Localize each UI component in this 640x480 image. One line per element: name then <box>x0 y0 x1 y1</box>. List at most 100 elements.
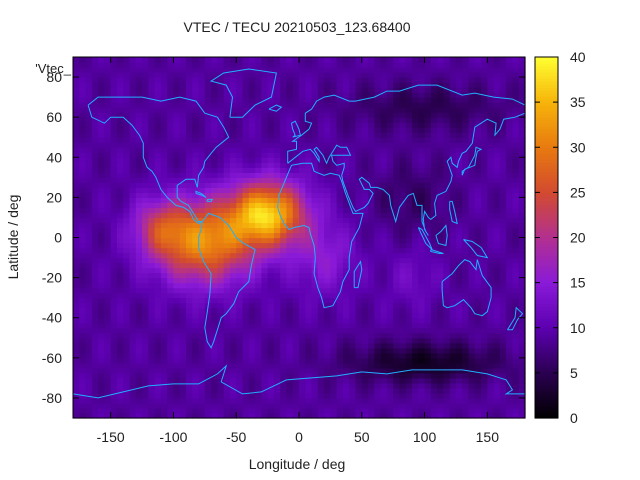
heatmap-cell <box>211 187 218 193</box>
heatmap-cell <box>229 162 237 168</box>
heatmap-cell <box>330 287 338 294</box>
heatmap-cell <box>512 242 520 249</box>
heatmap-cell <box>305 142 313 148</box>
heatmap-cell <box>499 312 507 319</box>
heatmap-cell <box>236 222 244 229</box>
heatmap-cell <box>380 87 388 93</box>
heatmap-cell <box>91 67 99 73</box>
heatmap-cell <box>487 282 495 289</box>
heatmap-cell <box>374 307 382 314</box>
heatmap-cell <box>474 362 482 369</box>
heatmap-cell <box>412 237 419 244</box>
heatmap-cell <box>386 297 394 304</box>
heatmap-cell <box>349 87 357 93</box>
heatmap-cell <box>342 402 350 409</box>
heatmap-cell <box>361 297 369 304</box>
heatmap-cell <box>229 387 237 394</box>
heatmap-cell <box>273 172 281 178</box>
heatmap-cell <box>255 317 262 324</box>
heatmap-cell <box>487 202 495 209</box>
heatmap-cell <box>374 287 382 294</box>
heatmap-cell <box>211 232 218 239</box>
heatmap-cell <box>449 97 457 103</box>
heatmap-cell <box>311 352 319 359</box>
heatmap-cell <box>455 227 463 234</box>
heatmap-cell <box>342 147 350 153</box>
heatmap-cell <box>405 152 413 158</box>
heatmap-cell <box>261 262 269 269</box>
heatmap-cell <box>418 352 426 359</box>
heatmap-cell <box>267 102 275 108</box>
heatmap-cell <box>474 197 482 203</box>
heatmap-cell <box>248 292 256 299</box>
heatmap-cell <box>368 102 375 108</box>
heatmap-cell <box>85 122 93 128</box>
heatmap-cell <box>418 177 426 183</box>
heatmap-cell <box>173 392 181 399</box>
heatmap-cell <box>462 157 470 163</box>
heatmap-cell <box>405 212 413 219</box>
heatmap-cell <box>273 267 281 274</box>
heatmap-cell <box>116 77 124 83</box>
heatmap-cell <box>129 132 137 138</box>
heatmap-cell <box>267 292 275 299</box>
heatmap-cell <box>311 122 319 128</box>
heatmap-cell <box>299 102 306 108</box>
heatmap-cell <box>179 282 187 289</box>
heatmap-cell <box>267 247 275 254</box>
heatmap-cell <box>273 212 281 219</box>
heatmap-cell <box>167 262 175 269</box>
heatmap-cell <box>342 87 350 93</box>
heatmap-cell <box>399 392 407 399</box>
heatmap-cell <box>273 342 281 349</box>
heatmap-cell <box>330 137 338 143</box>
heatmap-cell <box>116 82 124 88</box>
heatmap-cell <box>173 362 181 369</box>
heatmap-cell <box>361 112 369 118</box>
heatmap-cell <box>267 152 275 158</box>
heatmap-cell <box>481 147 488 153</box>
heatmap-cell <box>499 157 507 163</box>
heatmap-cell <box>386 387 394 394</box>
heatmap-cell <box>129 87 137 93</box>
heatmap-cell <box>236 247 244 254</box>
heatmap-cell <box>405 392 413 399</box>
heatmap-cell <box>487 397 495 404</box>
heatmap-cell <box>368 277 375 284</box>
heatmap-cell <box>73 107 80 113</box>
heatmap-cell <box>79 137 87 143</box>
heatmap-cell <box>342 307 350 314</box>
heatmap-cell <box>311 172 319 178</box>
heatmap-cell <box>393 362 401 369</box>
heatmap-cell <box>267 87 275 93</box>
heatmap-cell <box>236 277 244 284</box>
heatmap-cell <box>85 92 93 98</box>
heatmap-cell <box>493 402 501 409</box>
heatmap-cell <box>499 357 507 364</box>
heatmap-cell <box>412 392 419 399</box>
heatmap-cell <box>173 112 181 118</box>
heatmap-cell <box>430 297 438 304</box>
heatmap-cell <box>160 112 168 118</box>
heatmap-cell <box>135 267 143 274</box>
heatmap-cell <box>192 387 200 394</box>
heatmap-cell <box>179 252 187 259</box>
heatmap-cell <box>198 252 206 259</box>
heatmap-cell <box>110 107 118 113</box>
heatmap-cell <box>267 232 275 239</box>
heatmap-cell <box>474 292 482 299</box>
heatmap-cell <box>85 332 93 339</box>
heatmap-cell <box>267 147 275 153</box>
heatmap-cell <box>418 392 426 399</box>
heatmap-cell <box>512 362 520 369</box>
heatmap-cell <box>110 162 118 168</box>
heatmap-cell <box>129 412 137 419</box>
heatmap-cell <box>499 407 507 414</box>
heatmap-cell <box>455 352 463 359</box>
heatmap-cell <box>129 67 137 73</box>
heatmap-cell <box>91 207 99 214</box>
heatmap-cell <box>336 367 344 374</box>
heatmap-cell <box>110 92 118 98</box>
heatmap-cell <box>449 122 457 128</box>
heatmap-cell <box>286 272 294 279</box>
